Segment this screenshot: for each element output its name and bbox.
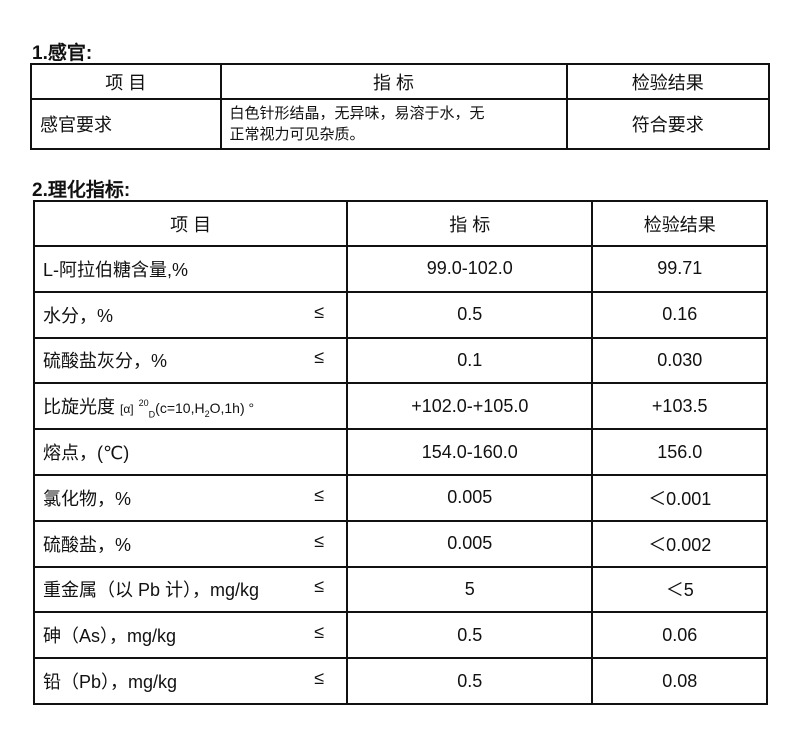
table-row: 硫酸盐，% ≤ 0.005 ＜0.002 <box>32 519 768 568</box>
item-label: 铅（Pb），mg/kg <box>43 672 178 693</box>
item: 比旋光度 [α] 20D(c=10,H2O,1h) ° <box>32 382 349 431</box>
spec: 0.5 <box>346 611 594 660</box>
le-symbol: ≤ <box>314 347 325 368</box>
table-row: 砷（As），mg/kg ≤ 0.5 0.06 <box>32 611 768 660</box>
table-row: 重金属（以 Pb 计），mg/kg ≤ 5 ＜5 <box>32 565 768 614</box>
item: 重金属（以 Pb 计），mg/kg ≤ <box>32 565 349 614</box>
table-row-rotation: 比旋光度 [α] 20D(c=10,H2O,1h) ° +102.0-+105.… <box>32 382 768 431</box>
table-row: 氯化物，% ≤ 0.005 ＜0.001 <box>32 473 768 522</box>
spec: 5 <box>346 565 594 614</box>
physchem-table: 项 目 指 标 检验结果 L-阿拉伯糖含量,% 99.0-102.0 99.71… <box>32 200 768 705</box>
item: 铅（Pb），mg/kg ≤ <box>32 657 349 705</box>
item-label: L-阿拉伯糖含量,% <box>43 259 189 280</box>
item: 熔点，(℃) <box>32 428 349 476</box>
header-result: 检验结果 <box>565 63 771 100</box>
item-label: 硫酸盐灰分，% <box>43 351 168 372</box>
section1-heading: 1.感官: <box>32 43 93 64</box>
result: 0.16 <box>591 290 768 339</box>
spec: 154.0-160.0 <box>346 428 594 476</box>
item: 砷（As），mg/kg ≤ <box>32 611 349 660</box>
result: 0.06 <box>591 611 768 660</box>
item: 硫酸盐灰分，% ≤ <box>32 336 349 385</box>
spec: 99.0-102.0 <box>346 245 594 293</box>
alpha: [α] <box>120 401 134 416</box>
result: 0.030 <box>591 336 768 385</box>
result: 156.0 <box>591 428 768 476</box>
item-label: 熔点，(℃) <box>43 443 130 464</box>
item: L-阿拉伯糖含量,% <box>32 245 349 293</box>
header-result: 检验结果 <box>591 200 768 247</box>
item: 氯化物，% ≤ <box>32 473 349 522</box>
le-symbol: ≤ <box>314 668 325 689</box>
item-label: 水分，% <box>43 305 114 326</box>
d-line: D <box>148 409 156 420</box>
spec: 0.005 <box>346 473 594 522</box>
result: ＜0.001 <box>591 473 768 522</box>
temp: 20 <box>138 397 149 408</box>
result: 符合要求 <box>565 98 771 150</box>
cond: O,1h) <box>209 399 245 416</box>
result: 99.71 <box>591 245 768 293</box>
spec-line: 白色针形结晶，无异味，易溶于水，无 <box>229 105 485 122</box>
result: ＜5 <box>591 565 768 614</box>
item-label: 硫酸盐，% <box>43 534 132 555</box>
spec: 0.1 <box>346 336 594 385</box>
table-row: 硫酸盐灰分，% ≤ 0.1 0.030 <box>32 336 768 385</box>
spec: 0.5 <box>346 290 594 339</box>
degree: ° <box>248 399 255 416</box>
table-header: 项 目 指 标 检验结果 <box>30 63 771 100</box>
header-item: 项 目 <box>30 63 222 100</box>
result: +103.5 <box>591 382 768 431</box>
le-symbol: ≤ <box>314 484 325 505</box>
le-symbol: ≤ <box>314 301 325 322</box>
spec-line: 正常视力可见杂质。 <box>229 126 365 143</box>
item: 硫酸盐，% ≤ <box>32 519 349 568</box>
table-header: 项 目 指 标 检验结果 <box>32 200 768 247</box>
result: ＜0.002 <box>591 519 768 568</box>
cond: (c=10,H <box>155 399 205 416</box>
header-spec: 指 标 <box>219 63 568 100</box>
le-symbol: ≤ <box>314 622 325 643</box>
spec: 白色针形结晶，无异味，易溶于水，无 正常视力可见杂质。 <box>219 98 568 150</box>
table-row: L-阿拉伯糖含量,% 99.0-102.0 99.71 <box>32 245 768 293</box>
item-label: 氯化物，% <box>43 488 132 509</box>
spec: 0.5 <box>346 657 594 705</box>
item-label: 重金属（以 Pb 计），mg/kg <box>43 580 260 601</box>
header-item: 项 目 <box>32 200 349 247</box>
header-spec: 指 标 <box>346 200 594 247</box>
le-symbol: ≤ <box>314 530 325 551</box>
result: 0.08 <box>591 657 768 705</box>
table-row: 熔点，(℃) 154.0-160.0 156.0 <box>32 428 768 476</box>
item: 感官要求 <box>30 98 222 150</box>
section2-heading: 2.理化指标: <box>32 180 131 201</box>
spec: 0.005 <box>346 519 594 568</box>
sensory-table: 项 目 指 标 检验结果 感官要求 白色针形结晶，无异味，易溶于水，无 正常视力可… <box>30 63 771 150</box>
item: 水分，% ≤ <box>32 290 349 339</box>
item-label: 砷（As），mg/kg <box>43 626 177 647</box>
item-label: 比旋光度 <box>43 396 115 417</box>
table-row: 铅（Pb），mg/kg ≤ 0.5 0.08 <box>32 657 768 705</box>
table-row: 感官要求 白色针形结晶，无异味，易溶于水，无 正常视力可见杂质。 符合要求 <box>30 98 771 150</box>
subscript: 2 <box>204 408 210 419</box>
spec: +102.0-+105.0 <box>346 382 594 431</box>
table-row: 水分，% ≤ 0.5 0.16 <box>32 290 768 339</box>
le-symbol: ≤ <box>314 576 325 597</box>
